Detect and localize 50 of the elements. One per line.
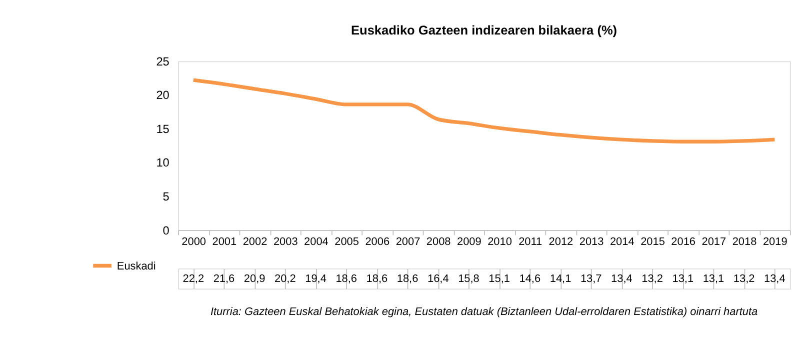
x-tick-label: 2003 bbox=[273, 236, 298, 248]
data-label: 22,2 bbox=[182, 273, 204, 286]
data-label: 18,6 bbox=[336, 273, 357, 286]
x-tick-label: 2004 bbox=[304, 236, 328, 248]
text: Iturria: Gazteen Euskal Behatokiak egina, Eustaten datuak (Biztanleen Udal-erroldaren Estatistika) oinarri hartuta bbox=[210, 306, 758, 318]
x-tick-label: 2015 bbox=[640, 236, 665, 248]
line-series bbox=[192, 78, 776, 144]
data-label: 18,6 bbox=[396, 273, 418, 286]
data-label: 13,2 bbox=[733, 273, 755, 286]
y-tick-label: 10 bbox=[156, 156, 170, 170]
x-tick-label: 2012 bbox=[548, 236, 574, 248]
data-label: 16,4 bbox=[427, 273, 449, 286]
y-tick-label: 0 bbox=[162, 223, 170, 238]
data-label: 13,4 bbox=[764, 273, 786, 286]
data-label: 14,1 bbox=[550, 273, 572, 286]
x-tick-label: 2011 bbox=[518, 236, 542, 248]
x-tick-label: 2005 bbox=[334, 236, 359, 248]
data-label: 13,2 bbox=[642, 273, 663, 286]
x-tick-label: 2013 bbox=[579, 236, 604, 248]
x-tick-label: 2007 bbox=[396, 236, 420, 248]
x-tick-label: 2001 bbox=[212, 236, 237, 248]
x-tick-label: 2008 bbox=[426, 236, 451, 248]
data-label: 19,4 bbox=[305, 273, 326, 286]
data-label: 15,8 bbox=[458, 273, 480, 286]
x-tick-label: 2009 bbox=[457, 236, 482, 248]
data-label: 14,6 bbox=[519, 273, 541, 286]
data-label: 21,6 bbox=[213, 273, 235, 286]
data-label: 13,4 bbox=[611, 273, 632, 286]
x-tick-label: 2018 bbox=[732, 236, 757, 248]
x-tick-label: 2000 bbox=[182, 236, 206, 248]
data-label: 13,1 bbox=[702, 273, 724, 286]
x-tick-label: 2006 bbox=[365, 236, 390, 248]
x-tick-label: 2010 bbox=[488, 236, 512, 248]
y-tick-label: 25 bbox=[156, 54, 170, 68]
y-tick-label: 15 bbox=[156, 122, 170, 136]
chart-title: Euskadiko Gazteen indizearen bilakaera (%) bbox=[350, 22, 618, 38]
x-tick-label: 2019 bbox=[762, 236, 788, 248]
data-label: 15,1 bbox=[488, 273, 510, 286]
y-tick-label: 20 bbox=[156, 88, 170, 102]
x-tick-label: 2014 bbox=[610, 236, 634, 248]
legend-label: Euskadi bbox=[116, 260, 156, 272]
data-label: 20,2 bbox=[274, 273, 296, 286]
x-tick-label: 2016 bbox=[671, 236, 696, 248]
data-label: 20,9 bbox=[244, 273, 266, 286]
x-tick-label: 2017 bbox=[702, 236, 726, 248]
x-tick-label: 2002 bbox=[242, 236, 268, 248]
data-label: 13,7 bbox=[580, 273, 602, 286]
data-label: 13,1 bbox=[672, 273, 694, 286]
data-label: 18,6 bbox=[366, 273, 388, 286]
y-tick-label: 5 bbox=[162, 189, 170, 204]
